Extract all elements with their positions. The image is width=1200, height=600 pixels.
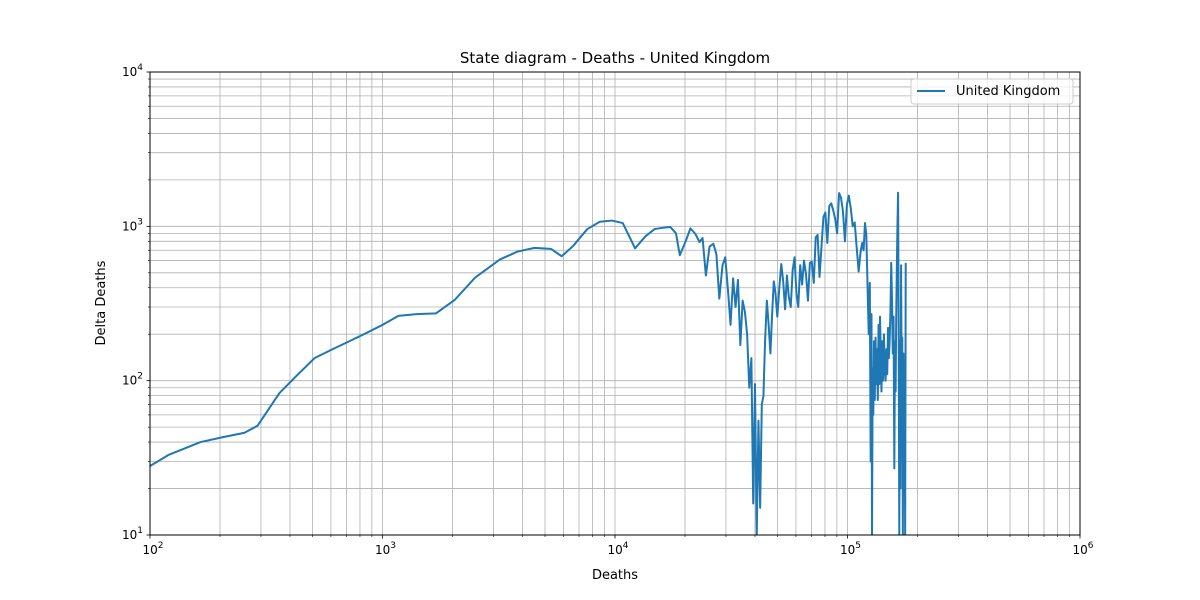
x-axis-label: Deaths [592,568,638,583]
y-axis-label: Delta Deaths [94,260,109,345]
x-tick-label: 105 [840,541,861,557]
x-tick-label: 104 [607,541,628,557]
legend: United Kingdom [910,78,1074,105]
y-tick-label: 102 [122,372,143,388]
series-line-0 [150,191,907,535]
grid [149,71,1081,536]
y-tick-label: 101 [122,526,143,542]
series-layer [150,191,907,535]
chart-title: State diagram - Deaths - United Kingdom [460,49,770,67]
x-tick-label: 102 [142,541,163,557]
x-tick-label: 103 [375,541,396,557]
legend-box [910,78,1074,105]
y-tick-label: 104 [122,63,143,79]
legend-entry-label: United Kingdom [956,84,1060,99]
x-tick-label: 106 [1072,541,1093,557]
y-tick-label: 103 [122,217,143,233]
